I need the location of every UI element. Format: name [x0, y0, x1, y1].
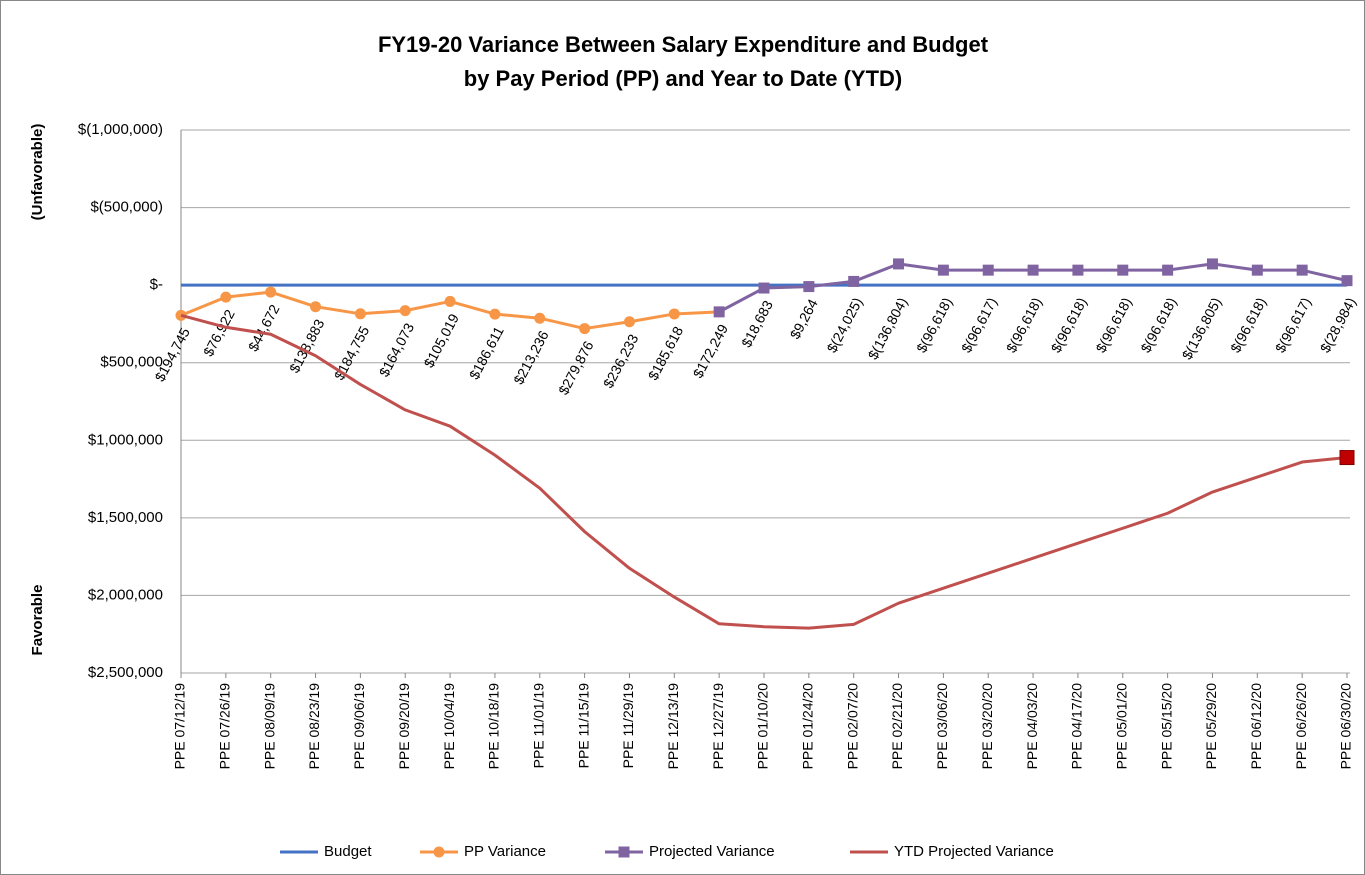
x-tick-label: PPE 08/09/19 [261, 683, 277, 770]
point-marker [1341, 275, 1353, 287]
legend-label: Budget [324, 843, 372, 860]
x-tick-label: PPE 03/20/20 [979, 683, 995, 770]
point-marker [399, 305, 411, 317]
y-label-bottom: Favorable [29, 585, 46, 656]
end-marker [1339, 450, 1355, 466]
x-tick-label: PPE 08/23/19 [306, 683, 322, 770]
x-tick-label: PPE 01/10/20 [755, 683, 771, 770]
x-tick-label: PPE 06/12/20 [1248, 683, 1264, 770]
x-tick-label: PPE 10/18/19 [486, 683, 502, 770]
point-marker [444, 295, 456, 307]
point-marker [1162, 264, 1174, 276]
y-tick-label: $1,000,000 [88, 431, 163, 448]
x-tick-label: PPE 02/07/20 [844, 683, 860, 770]
x-tick-label: PPE 02/21/20 [889, 683, 905, 770]
chart-subtitle: by Pay Period (PP) and Year to Date (YTD… [464, 66, 903, 91]
point-marker [623, 316, 635, 328]
y-tick-label: $(1,000,000) [78, 121, 163, 138]
point-marker [893, 258, 905, 270]
y-tick-label: $500,000 [100, 354, 163, 371]
x-tick-label: PPE 07/26/19 [217, 683, 233, 770]
x-tick-label: PPE 06/30/20 [1338, 683, 1354, 770]
point-marker [310, 301, 322, 313]
x-tick-label: PPE 07/12/19 [172, 683, 188, 770]
x-tick-label: PPE 03/06/20 [934, 683, 950, 770]
y-tick-label: $2,000,000 [88, 586, 163, 603]
point-marker [489, 308, 501, 320]
legend-label: PP Variance [464, 843, 546, 860]
y-tick-label: $1,500,000 [88, 509, 163, 526]
point-marker [1027, 264, 1039, 276]
x-tick-label: PPE 01/24/20 [800, 683, 816, 770]
point-marker [937, 264, 949, 276]
point-marker [265, 286, 277, 298]
x-tick-label: PPE 04/03/20 [1024, 683, 1040, 770]
x-tick-label: PPE 12/27/19 [710, 683, 726, 770]
y-tick-label: $2,500,000 [88, 664, 163, 681]
x-tick-label: PPE 11/29/19 [620, 683, 636, 769]
point-marker [713, 306, 725, 318]
x-tick-label: PPE 11/15/19 [575, 683, 591, 769]
point-marker [1206, 258, 1218, 270]
x-tick-label: PPE 05/29/20 [1203, 683, 1219, 770]
x-tick-label: PPE 09/20/19 [396, 683, 412, 770]
point-marker [758, 282, 770, 294]
point-marker [1117, 264, 1129, 276]
x-tick-label: PPE 11/01/19 [530, 683, 546, 769]
x-tick-label: PPE 05/15/20 [1158, 683, 1174, 770]
point-marker [534, 312, 546, 324]
x-tick-label: PPE 12/13/19 [665, 683, 681, 770]
point-marker [982, 264, 994, 276]
legend-marker [433, 846, 445, 858]
x-tick-label: PPE 04/17/20 [1069, 683, 1085, 770]
point-marker [1251, 264, 1263, 276]
point-marker [848, 275, 860, 287]
legend-label: YTD Projected Variance [894, 843, 1054, 860]
y-label-top: (Unfavorable) [29, 124, 46, 221]
x-tick-label: PPE 09/06/19 [351, 683, 367, 770]
legend-label: Projected Variance [649, 843, 775, 860]
series-line [180, 313, 1348, 630]
x-tick-label: PPE 05/01/20 [1113, 683, 1129, 770]
x-tick-label: PPE 10/04/19 [441, 683, 457, 770]
point-marker [668, 308, 680, 320]
x-tick-label: PPE 06/26/20 [1293, 683, 1309, 770]
point-marker [1072, 264, 1084, 276]
y-tick-label: $(500,000) [90, 199, 163, 216]
y-tick-label: $- [150, 276, 163, 293]
point-marker [354, 308, 366, 320]
point-marker [579, 323, 591, 335]
point-marker [1296, 264, 1308, 276]
legend-marker [618, 846, 630, 858]
point-marker [220, 291, 232, 303]
point-marker [803, 281, 815, 293]
chart-title: FY19-20 Variance Between Salary Expendit… [378, 32, 989, 57]
